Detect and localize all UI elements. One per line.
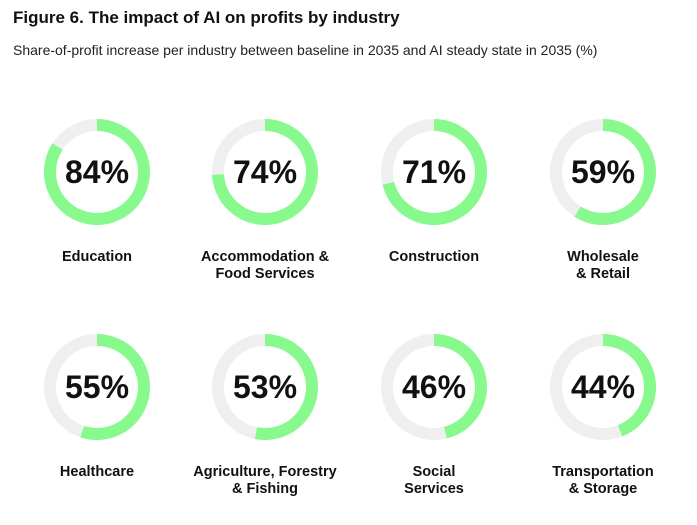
- value-label: 71%: [402, 154, 466, 190]
- category-label-line: & Retail: [576, 266, 630, 282]
- chart-title: Figure 6. The impact of AI on profits by…: [13, 8, 400, 27]
- category-label-line: & Fishing: [231, 481, 299, 497]
- donut-arc-1: [212, 119, 318, 225]
- category-label-line: Construction: [388, 249, 480, 265]
- donut-arc-6: [381, 334, 487, 440]
- value-label: 46%: [402, 369, 466, 405]
- category-label-line: Transportation: [552, 464, 654, 480]
- category-label-line: Agriculture, Forestry: [193, 464, 337, 480]
- value-label: 53%: [233, 369, 297, 405]
- chart-subtitle: Share-of-profit increase per industry be…: [13, 42, 598, 58]
- category-label: Agriculture, Forestry & Fishing: [180, 464, 350, 498]
- category-label: Education: [12, 249, 182, 266]
- category-label-line: Wholesale: [567, 249, 639, 265]
- value-label: 44%: [571, 369, 635, 405]
- donut-arc-7: [550, 334, 656, 440]
- category-label: Construction: [349, 249, 519, 266]
- category-label-line: Accommodation &: [200, 249, 330, 265]
- category-label-line: Healthcare: [59, 464, 135, 480]
- value-label: 74%: [233, 154, 297, 190]
- category-label: Healthcare: [12, 464, 182, 481]
- category-label: Transportation & Storage: [518, 464, 688, 498]
- category-label-line: Education: [61, 249, 133, 265]
- category-label-line: Social: [412, 464, 456, 480]
- value-label: 55%: [65, 369, 129, 405]
- donut-arc-5: [212, 334, 318, 440]
- value-label: 59%: [571, 154, 635, 190]
- category-label: Accommodation & Food Services: [180, 249, 350, 283]
- category-label-line: & Storage: [568, 481, 638, 497]
- value-label: 84%: [65, 154, 129, 190]
- category-label-line: Services: [404, 481, 464, 497]
- donut-arc-2: [381, 119, 487, 225]
- category-label: Wholesale & Retail: [518, 249, 688, 283]
- donut-arc-3: [550, 119, 656, 225]
- category-label-line: Food Services: [215, 266, 315, 282]
- donut-arc-4: [44, 334, 150, 440]
- category-label: Social Services: [349, 464, 519, 498]
- donut-arc-0: [44, 119, 150, 225]
